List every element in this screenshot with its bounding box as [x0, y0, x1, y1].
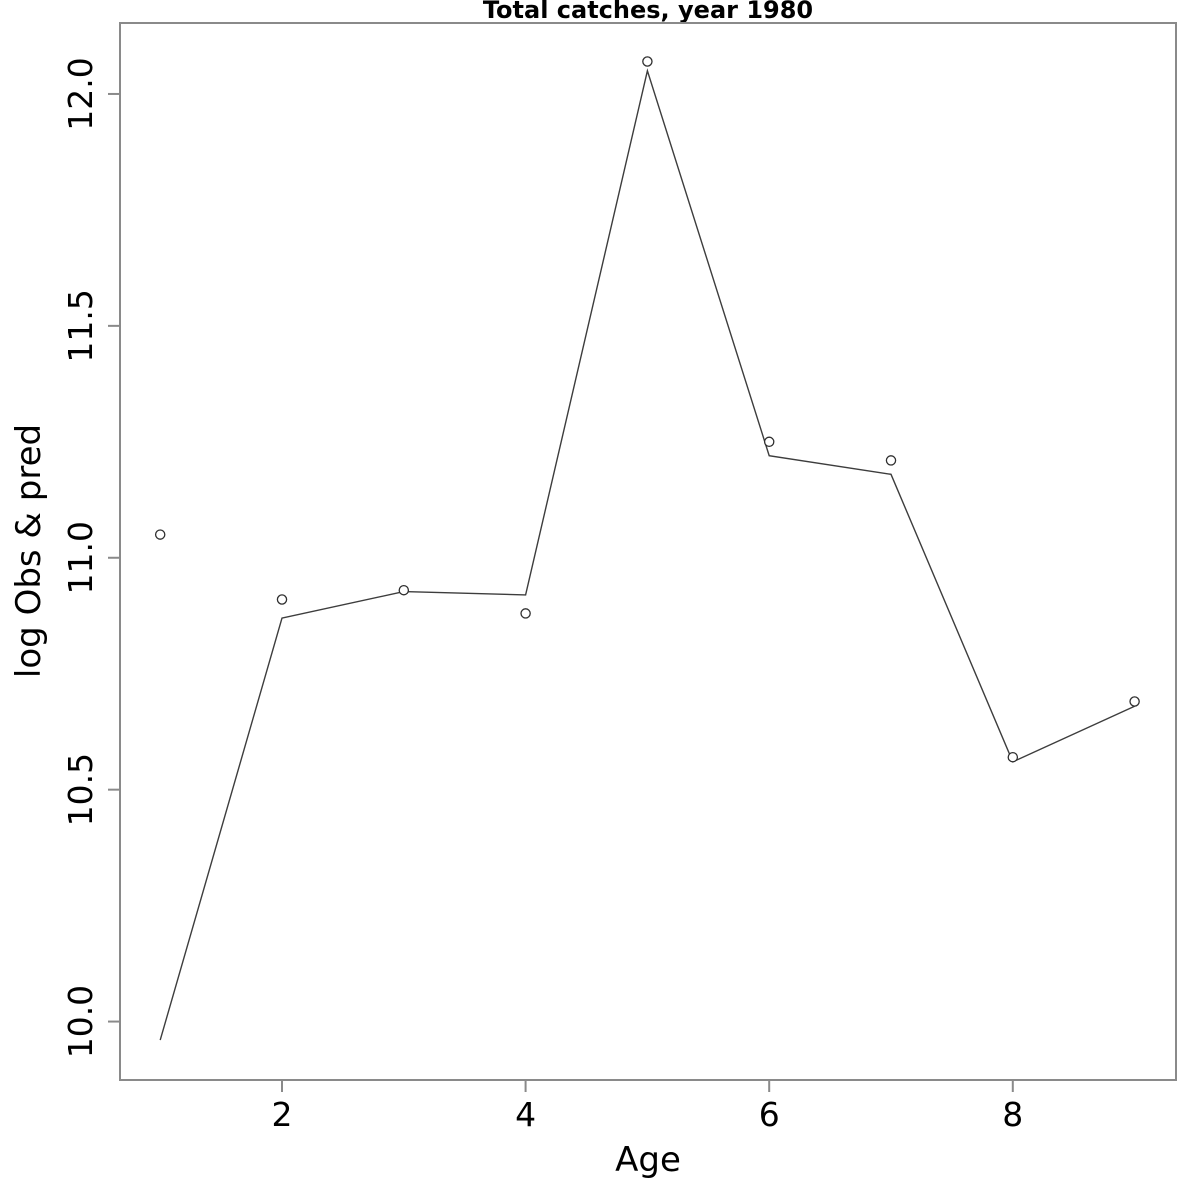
- observation-point: [885, 455, 897, 466]
- prediction-line: [159, 68, 1135, 1041]
- observation-point: [642, 56, 653, 67]
- observation-point: [1007, 751, 1019, 763]
- x-tick-label: 4: [515, 1095, 536, 1134]
- y-tick-label: 11.0: [61, 521, 100, 594]
- observation-point: [520, 608, 531, 619]
- x-tick-label: 2: [271, 1095, 292, 1134]
- observation-point: [154, 529, 166, 540]
- y-tick-label: 10.0: [61, 985, 100, 1058]
- x-axis-label: Age: [615, 1140, 681, 1180]
- observation-point: [763, 436, 775, 448]
- y-axis-label: log Obs & pred: [9, 423, 49, 679]
- x-tick-label: 8: [1002, 1095, 1023, 1134]
- y-tick-label: 12.0: [61, 57, 100, 130]
- observation-point: [398, 584, 410, 596]
- chart-title: Total catches, year 1980: [482, 0, 814, 24]
- observation-point: [276, 594, 288, 605]
- observation-point: [1129, 696, 1140, 707]
- plot-box: [119, 22, 1177, 1081]
- y-tick-label: 11.5: [61, 289, 100, 362]
- x-tick-label: 6: [759, 1095, 780, 1134]
- y-tick-label: 10.5: [61, 753, 100, 826]
